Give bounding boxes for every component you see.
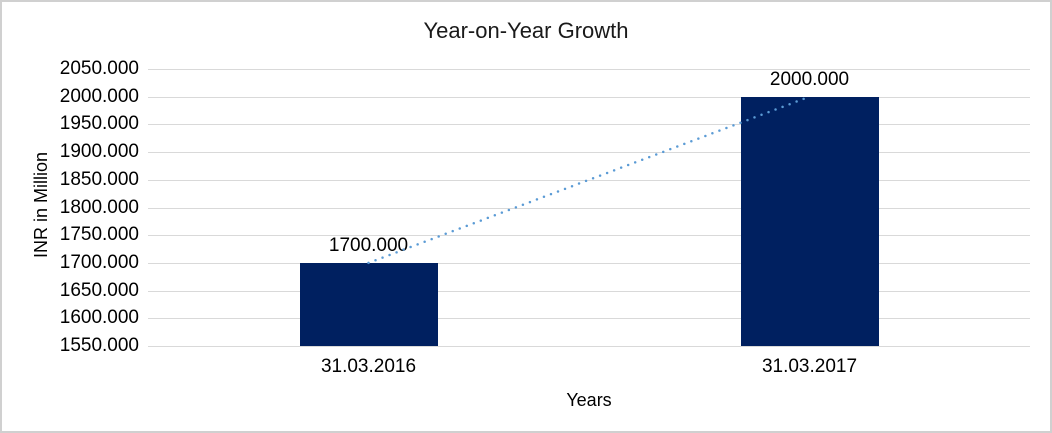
- y-axis-tick-label: 1550.000: [59, 335, 139, 356]
- gridline: [148, 318, 1030, 320]
- gridline: [148, 290, 1030, 292]
- y-axis-tick-label: 1800.000: [59, 196, 139, 218]
- bar-31.03.2017: [740, 96, 879, 346]
- y-axis-tick-label: 1950.000: [59, 113, 139, 135]
- data-label: 2000.000: [769, 68, 850, 90]
- x-axis-tick-label: 31.03.2016: [320, 356, 417, 377]
- chart-title: Year-on-Year Growth: [423, 18, 629, 43]
- y-axis-tick-label: 1900.000: [59, 141, 139, 163]
- bar-31.03.2016: [299, 262, 438, 346]
- gridline: [148, 152, 1030, 154]
- y-axis-tick-label: 1600.000: [59, 307, 139, 329]
- gridline: [148, 262, 1030, 264]
- gridline: [148, 124, 1030, 126]
- x-axis-title: Years: [566, 390, 612, 410]
- y-axis-tick-label: 2050.000: [59, 58, 139, 79]
- gridline: [148, 179, 1030, 181]
- y-axis-tick-label: 1650.000: [59, 279, 139, 301]
- y-axis-tick-label: 1750.000: [59, 224, 139, 246]
- gridline: [148, 207, 1030, 209]
- y-axis-tick-label: 1700.000: [59, 251, 139, 273]
- data-label: 1700.000: [328, 234, 409, 256]
- y-axis-tick-label: 1850.000: [59, 168, 139, 190]
- gridline: [148, 69, 1030, 70]
- x-axis-tick-label: 31.03.2017: [761, 356, 858, 377]
- y-axis-tick-label: 2000.000: [59, 85, 139, 107]
- gridline: [148, 96, 1030, 98]
- gridline: [148, 346, 1030, 347]
